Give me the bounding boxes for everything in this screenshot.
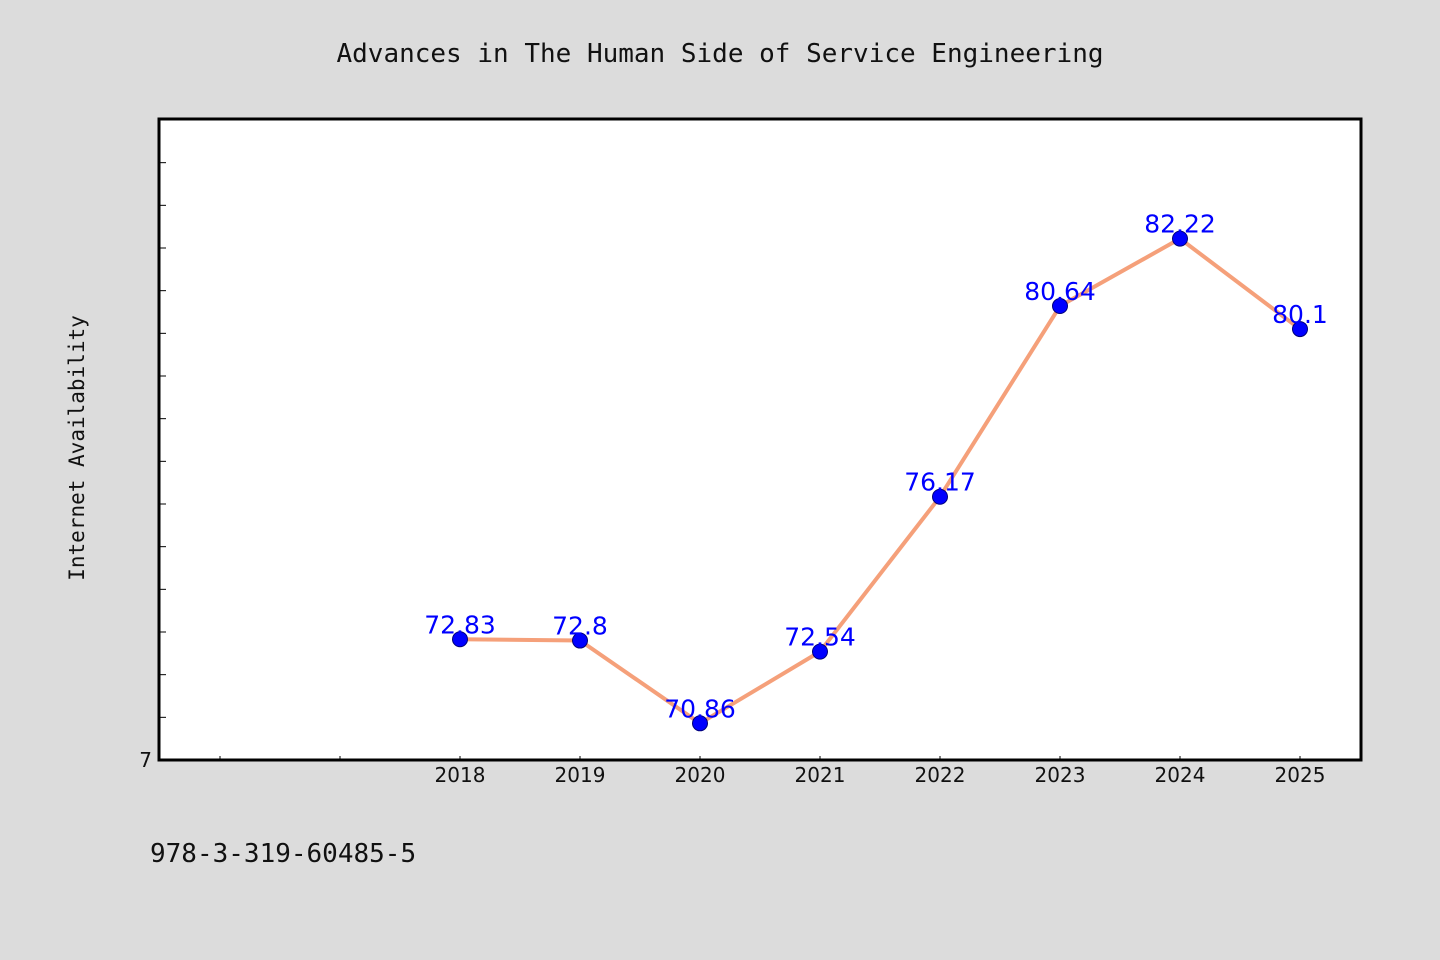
plot-area bbox=[157, 117, 1363, 762]
data-label: 72.83 bbox=[424, 610, 496, 639]
data-label: 80.1 bbox=[1272, 300, 1328, 329]
x-tick-label: 2022 bbox=[915, 763, 966, 787]
y-axis-ticks: 7 bbox=[139, 119, 166, 772]
chart-title: Advances in The Human Side of Service En… bbox=[336, 39, 1103, 69]
data-label: 72.8 bbox=[552, 612, 608, 641]
x-tick-label: 2024 bbox=[1155, 763, 1206, 787]
x-tick-label: 2018 bbox=[435, 763, 486, 787]
x-tick-label: 2025 bbox=[1275, 763, 1326, 787]
data-label: 82.22 bbox=[1144, 210, 1216, 239]
data-label: 76.17 bbox=[904, 468, 976, 497]
x-tick-label: 2021 bbox=[795, 763, 846, 787]
x-tick-label: 2020 bbox=[675, 763, 726, 787]
data-point bbox=[1052, 298, 1068, 315]
data-point bbox=[932, 488, 948, 505]
data-point bbox=[572, 632, 588, 649]
data-point bbox=[1292, 321, 1308, 338]
series-line bbox=[459, 236, 1302, 726]
data-point bbox=[452, 631, 468, 648]
series-layer: 72.83 72.8 70.86 72.54 76.17 80.64 82.22 80.1 bbox=[424, 210, 1328, 732]
data-point bbox=[812, 643, 828, 660]
data-label: 80.64 bbox=[1024, 277, 1096, 306]
x-tick-label: 2019 bbox=[555, 763, 606, 787]
isbn-footer: 978-3-319-60485-5 bbox=[150, 839, 416, 869]
y-axis-label: Internet Availability bbox=[65, 315, 89, 581]
x-tick-label: 2023 bbox=[1035, 763, 1086, 787]
data-label: 70.86 bbox=[664, 694, 736, 723]
data-point bbox=[1172, 230, 1188, 247]
data-point bbox=[692, 715, 708, 732]
x-axis-ticks: 2018 2019 2020 2021 2022 2023 2024 2025 bbox=[219, 756, 1326, 787]
y-tick-label: 7 bbox=[139, 748, 152, 772]
data-label: 72.54 bbox=[784, 623, 856, 652]
